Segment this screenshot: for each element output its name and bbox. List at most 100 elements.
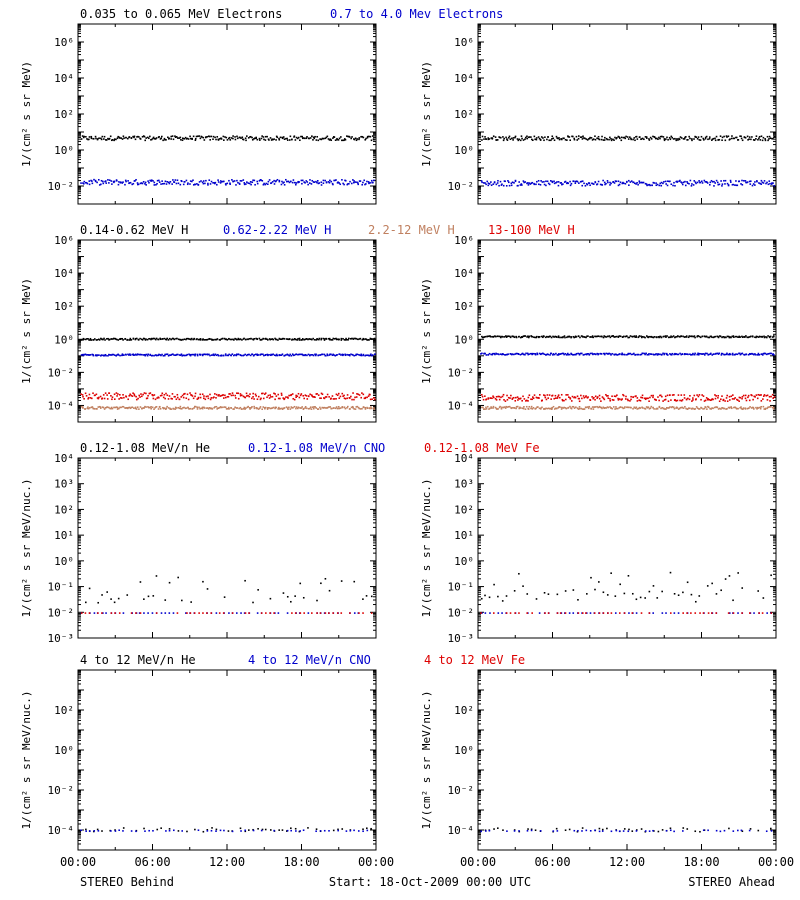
data-point: [709, 407, 711, 410]
data-point: [216, 338, 219, 340]
data-point: [130, 339, 133, 341]
data-point: [521, 336, 524, 338]
data-point: [617, 135, 620, 138]
data-point: [304, 407, 306, 409]
data-point: [547, 353, 550, 356]
data-point: [559, 612, 562, 614]
data-point: [166, 181, 169, 183]
data-point: [634, 139, 636, 142]
data-point: [761, 354, 764, 356]
data-point: [557, 137, 559, 140]
data-point: [332, 353, 335, 356]
legend-entry: 13-100 MeV H: [488, 223, 575, 237]
data-point: [350, 353, 352, 356]
data-point: [333, 407, 335, 409]
data-point: [266, 408, 269, 410]
data-point: [117, 339, 120, 341]
data-point: [666, 354, 669, 356]
data-point: [700, 180, 703, 183]
data-point: [239, 180, 242, 182]
data-point: [652, 612, 655, 614]
data-point: [369, 337, 372, 340]
data-point: [325, 181, 328, 183]
data-point: [202, 180, 205, 182]
y-tick-label: 10⁶: [54, 36, 74, 49]
data-point: [319, 397, 321, 399]
data-point: [512, 406, 514, 409]
data-point: [186, 183, 189, 186]
data-point: [208, 407, 211, 409]
data-point: [501, 183, 503, 186]
data-point: [358, 138, 360, 141]
data-point: [96, 339, 99, 341]
data-point: [81, 135, 84, 137]
data-point: [339, 395, 342, 398]
data-point: [111, 183, 113, 185]
data-point: [536, 352, 538, 355]
data-point: [184, 392, 186, 395]
data-point: [751, 184, 754, 187]
data-point: [316, 338, 318, 340]
data-point: [768, 180, 771, 182]
y-tick-label: 10⁻⁴: [448, 399, 475, 412]
data-point: [749, 353, 752, 355]
data-point: [621, 353, 624, 356]
data-point: [232, 338, 234, 341]
data-point: [542, 394, 545, 396]
data-point: [260, 179, 262, 181]
data-point: [711, 582, 713, 585]
data-point: [260, 339, 262, 341]
data-point: [83, 338, 85, 341]
data-point: [278, 408, 281, 410]
data-point: [694, 600, 697, 603]
data-point: [768, 406, 771, 408]
data-point: [286, 612, 289, 614]
data-point: [543, 180, 545, 183]
data-point: [710, 408, 712, 410]
data-point: [669, 571, 672, 574]
data-point: [217, 394, 220, 397]
data-point: [236, 338, 238, 341]
data-point: [365, 595, 368, 597]
data-point: [142, 407, 145, 409]
data-point: [347, 338, 349, 341]
data-point: [366, 136, 369, 139]
data-point: [283, 407, 286, 409]
data-point: [251, 136, 253, 139]
data-point: [652, 394, 654, 397]
data-point: [290, 600, 292, 603]
data-point: [226, 339, 229, 341]
data-point: [721, 136, 724, 139]
data-point: [676, 399, 679, 402]
data-point: [311, 354, 314, 356]
data-point: [85, 181, 88, 184]
data-point: [285, 406, 288, 408]
data-point: [273, 392, 275, 395]
data-point: [532, 396, 534, 398]
data-point: [169, 181, 172, 183]
data-point: [661, 353, 663, 356]
data-point: [243, 183, 246, 186]
data-point: [589, 136, 591, 139]
data-point: [150, 406, 152, 408]
data-point: [594, 588, 596, 591]
data-point: [740, 135, 742, 138]
data-point: [321, 393, 324, 396]
data-point: [88, 393, 91, 396]
data-point: [104, 406, 107, 409]
data-point: [324, 179, 326, 182]
data-point: [528, 394, 531, 396]
data-point: [527, 353, 530, 356]
data-point: [192, 353, 195, 356]
data-point: [106, 398, 109, 400]
data-point: [639, 353, 642, 356]
data-point: [177, 182, 180, 185]
data-point: [201, 393, 204, 396]
data-point: [538, 612, 541, 614]
data-point: [638, 399, 641, 402]
data-point: [222, 180, 224, 183]
data-point: [204, 182, 206, 185]
data-point: [604, 136, 606, 139]
data-point: [661, 590, 663, 593]
data-point: [731, 335, 733, 338]
